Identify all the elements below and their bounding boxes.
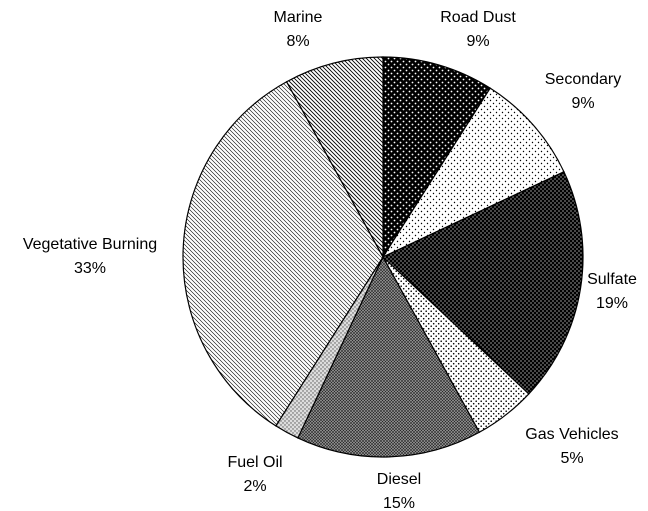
slice-label: Road Dust xyxy=(440,9,516,26)
slice-label: Gas Vehicles xyxy=(525,426,618,443)
slice-label: Marine xyxy=(274,9,323,26)
pie-slice xyxy=(381,171,584,395)
slice-label: Sulfate xyxy=(587,271,637,288)
pie-slice xyxy=(285,56,384,258)
slice-label: Fuel Oil xyxy=(227,454,282,471)
slice-value-label: 5% xyxy=(560,450,583,467)
slice-value-label: 9% xyxy=(466,33,489,50)
slice-value-label: 33% xyxy=(74,260,106,277)
slice-label: Secondary xyxy=(545,71,622,88)
slice-label: Vegetative Burning xyxy=(23,236,157,253)
pie-slice xyxy=(381,87,565,259)
slice-value-label: 2% xyxy=(243,478,266,495)
slice-value-label: 15% xyxy=(383,495,415,511)
pie-slice xyxy=(182,80,384,427)
slice-value-label: 19% xyxy=(596,295,628,312)
slice-label: Diesel xyxy=(377,471,421,488)
pie-slice xyxy=(297,255,481,458)
pie-slice xyxy=(382,56,491,260)
slice-value-label: 9% xyxy=(571,95,594,112)
slice-value-label: 8% xyxy=(286,33,309,50)
